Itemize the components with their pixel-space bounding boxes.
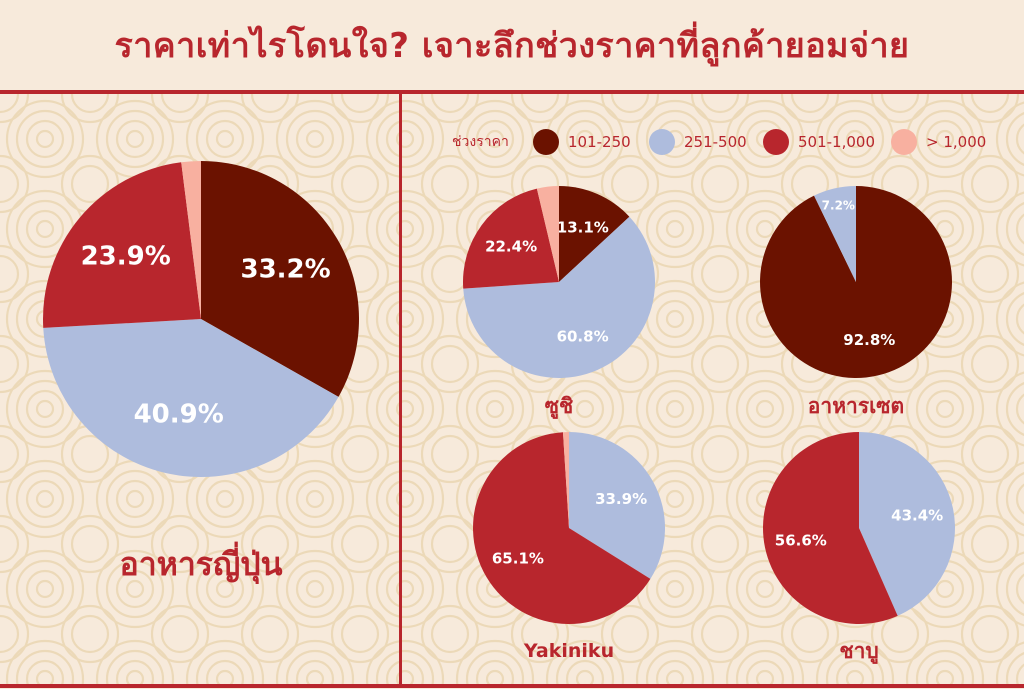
- pie-2-slice-2: [463, 216, 656, 378]
- legend-title: ช่วงราคา: [452, 134, 509, 150]
- header: ราคาเท่าไรโดนใจ? เจาะลึกช่วงราคาที่ลูกค้…: [0, 0, 1024, 90]
- pie-4-label-2: 65.1%: [492, 550, 544, 568]
- pie-1-title: อาหารญี่ปุ่น: [120, 541, 283, 585]
- pies-layer: 33.2% 40.9% 23.9% อาหารญี่ปุ่น 13.1% 60.8% 22.…: [42, 161, 955, 665]
- legend-label-2: 251-500: [684, 133, 747, 151]
- bottom-divider: [0, 684, 1024, 688]
- pie-2-label-2: 60.8%: [557, 328, 609, 346]
- chart-area: 33.2% 40.9% 23.9% อาหารญี่ปุ่น 13.1% 60.8% 22.…: [0, 94, 1024, 684]
- pie-5-slice-1: [859, 432, 955, 616]
- pie-2-label-3: 22.4%: [485, 238, 537, 256]
- legend-swatch-1: [533, 129, 559, 155]
- pie-2-label-1: 13.1%: [557, 218, 609, 236]
- pie-1-label-2: 40.9%: [134, 399, 224, 429]
- legend-swatch-2: [649, 129, 675, 155]
- pie-chart-5: 43.4% 56.6% ชาบู: [762, 432, 955, 665]
- pie-5-title: ชาบู: [839, 639, 878, 665]
- pie-chart-4: 33.9% 65.1% Yakiniku: [473, 432, 666, 662]
- pie-1-slice-2: [43, 319, 339, 478]
- pie-2-slice-4: [536, 186, 559, 282]
- pie-chart-2: 13.1% 60.8% 22.4% ซูชิ: [463, 186, 656, 420]
- legend-label-1: 101-250: [568, 133, 631, 151]
- legend-label-4: > 1,000: [926, 133, 986, 151]
- pie-5-label-1: 43.4%: [891, 507, 943, 525]
- pie-4-label-1: 33.9%: [595, 490, 647, 508]
- pie-4-slice-2: [473, 432, 651, 625]
- pie-3-title: อาหารเซต: [808, 394, 904, 418]
- legend-label-3: 501-1,000: [798, 133, 875, 151]
- pie-4-title: Yakiniku: [523, 640, 614, 662]
- pie-2-title: ซูชิ: [545, 394, 574, 420]
- pie-4-slice-3: [562, 432, 569, 528]
- legend: ช่วงราคา 101-250 251-500 501-1,000 > 1,000: [452, 129, 986, 155]
- pie-1-slice-4: [181, 161, 201, 319]
- pie-1-label-3: 23.9%: [81, 241, 171, 271]
- pie-chart-3: 92.8% 7.2% อาหารเซต: [760, 186, 953, 418]
- legend-swatch-4: [891, 129, 917, 155]
- pie-1-slice-3: [42, 162, 201, 328]
- charts-svg: 33.2% 40.9% 23.9% อาหารญี่ปุ่น 13.1% 60.8% 22.…: [0, 94, 1024, 684]
- pie-2-slice-1: [559, 186, 630, 282]
- pie-4-slice-1: [569, 432, 666, 579]
- page-title: ราคาเท่าไรโดนใจ? เจาะลึกช่วงราคาที่ลูกค้…: [114, 26, 910, 66]
- pie-5-slice-2: [762, 432, 898, 624]
- pie-chart-1: 33.2% 40.9% 23.9% อาหารญี่ปุ่น: [42, 161, 360, 585]
- pie-1-slice-1: [201, 161, 360, 397]
- pie-3-label-1: 92.8%: [843, 331, 895, 349]
- pie-3-label-2: 7.2%: [822, 198, 855, 212]
- column-divider: [399, 94, 402, 684]
- pie-3-slice-1: [760, 186, 953, 378]
- pie-5-label-2: 56.6%: [775, 531, 827, 549]
- pie-1-label-1: 33.2%: [240, 255, 330, 285]
- pie-2-slice-3: [463, 188, 559, 289]
- pie-3-slice-2: [814, 186, 856, 282]
- legend-swatch-3: [763, 129, 789, 155]
- top-divider: [0, 90, 1024, 94]
